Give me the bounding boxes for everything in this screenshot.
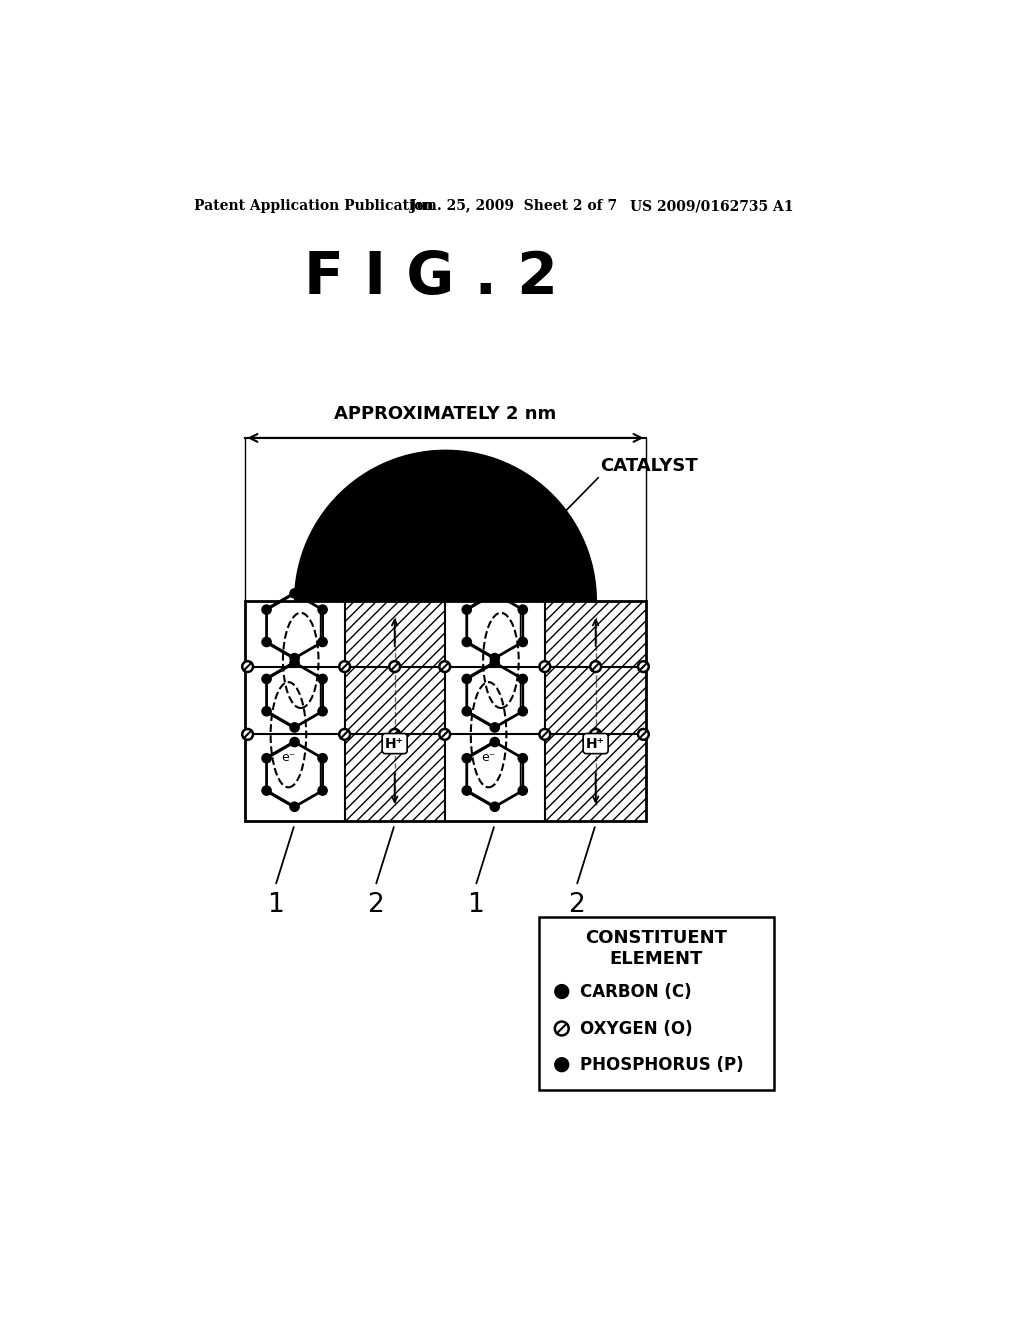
Circle shape xyxy=(590,729,601,739)
Text: CARBON (C): CARBON (C) xyxy=(581,982,692,1001)
Text: 1: 1 xyxy=(467,892,484,919)
Circle shape xyxy=(490,653,500,663)
Circle shape xyxy=(318,706,328,715)
Circle shape xyxy=(518,638,527,647)
Circle shape xyxy=(490,589,500,598)
Circle shape xyxy=(290,803,299,812)
Bar xyxy=(345,601,444,821)
Circle shape xyxy=(490,723,500,733)
Circle shape xyxy=(518,785,527,795)
Text: e⁻: e⁻ xyxy=(282,751,296,764)
Text: H⁺: H⁺ xyxy=(586,737,605,751)
Circle shape xyxy=(318,638,328,647)
Circle shape xyxy=(318,785,328,795)
Circle shape xyxy=(318,605,328,614)
Polygon shape xyxy=(295,451,596,601)
Bar xyxy=(245,601,646,821)
Circle shape xyxy=(243,729,253,739)
Bar xyxy=(539,917,773,1090)
Text: ELEMENT: ELEMENT xyxy=(609,950,702,968)
Circle shape xyxy=(339,729,350,739)
Bar xyxy=(545,601,646,821)
Circle shape xyxy=(262,785,271,795)
Circle shape xyxy=(518,605,527,614)
Circle shape xyxy=(290,653,299,663)
Circle shape xyxy=(462,605,471,614)
Circle shape xyxy=(540,729,550,739)
Text: e⁻: e⁻ xyxy=(481,751,496,764)
Circle shape xyxy=(439,729,451,739)
Text: Patent Application Publication: Patent Application Publication xyxy=(194,199,433,213)
Circle shape xyxy=(290,723,299,733)
Circle shape xyxy=(290,589,299,598)
Circle shape xyxy=(555,1057,568,1072)
Text: H⁺: H⁺ xyxy=(385,737,404,751)
Text: PHOSPHORUS (P): PHOSPHORUS (P) xyxy=(581,1056,743,1073)
Circle shape xyxy=(290,738,299,747)
Circle shape xyxy=(555,985,568,998)
Circle shape xyxy=(439,661,451,672)
Text: F I G . 2: F I G . 2 xyxy=(304,249,558,306)
Circle shape xyxy=(290,659,299,668)
Circle shape xyxy=(518,675,527,684)
Text: Jun. 25, 2009  Sheet 2 of 7: Jun. 25, 2009 Sheet 2 of 7 xyxy=(410,199,617,213)
Circle shape xyxy=(540,661,550,672)
Text: 2: 2 xyxy=(568,892,585,919)
Text: APPROXIMATELY 2 nm: APPROXIMATELY 2 nm xyxy=(335,404,557,422)
Circle shape xyxy=(462,638,471,647)
Circle shape xyxy=(462,706,471,715)
Circle shape xyxy=(490,659,500,668)
Text: OXYGEN (O): OXYGEN (O) xyxy=(581,1019,693,1038)
Circle shape xyxy=(490,803,500,812)
Text: 2: 2 xyxy=(367,892,384,919)
Circle shape xyxy=(262,706,271,715)
Circle shape xyxy=(262,754,271,763)
Circle shape xyxy=(262,638,271,647)
Circle shape xyxy=(389,661,400,672)
Circle shape xyxy=(339,661,350,672)
Circle shape xyxy=(590,661,601,672)
Circle shape xyxy=(462,785,471,795)
Circle shape xyxy=(490,738,500,747)
Text: CONSTITUENT: CONSTITUENT xyxy=(585,929,727,948)
Circle shape xyxy=(518,754,527,763)
Circle shape xyxy=(555,1022,568,1035)
Circle shape xyxy=(262,675,271,684)
Circle shape xyxy=(243,661,253,672)
Circle shape xyxy=(262,605,271,614)
Circle shape xyxy=(638,729,649,739)
Circle shape xyxy=(518,706,527,715)
Text: CATALYST: CATALYST xyxy=(600,458,698,475)
Circle shape xyxy=(389,729,400,739)
Circle shape xyxy=(318,754,328,763)
Text: 1: 1 xyxy=(267,892,284,919)
Circle shape xyxy=(462,754,471,763)
Circle shape xyxy=(638,661,649,672)
Circle shape xyxy=(318,675,328,684)
Text: US 2009/0162735 A1: US 2009/0162735 A1 xyxy=(630,199,793,213)
Circle shape xyxy=(462,675,471,684)
